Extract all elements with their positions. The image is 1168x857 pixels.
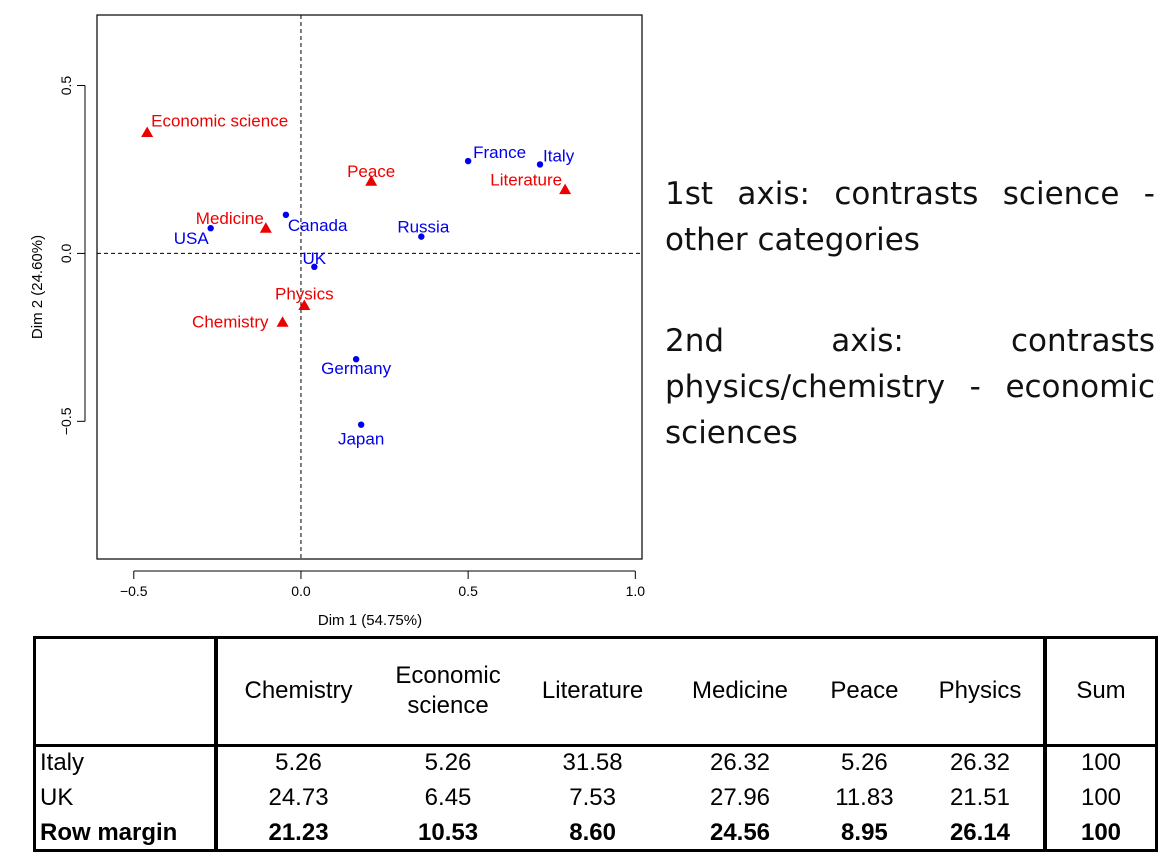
point-japan — [357, 421, 365, 428]
table-row: Italy 5.26 5.26 31.58 26.32 5.26 26.32 1… — [36, 745, 1155, 780]
table-row-margin: Row margin 21.23 10.53 8.60 24.56 8.95 2… — [36, 815, 1155, 850]
table-header-chemistry: Chemistry — [216, 639, 380, 747]
label-literature: Literature — [490, 171, 562, 190]
label-japan: Japan — [338, 430, 384, 449]
point-canada — [282, 211, 290, 219]
row-label: UK — [36, 780, 218, 815]
table-cell: 8.60 — [569, 818, 616, 846]
label-russia: Russia — [397, 218, 450, 237]
ca-biplot: France Italy Canada USA Russia UK Germany Japan… — [29, 14, 646, 629]
table-cell: 8.95 — [841, 818, 888, 846]
point-peace — [365, 175, 378, 186]
x-tick-label: −0.5 — [120, 583, 148, 599]
point-literature — [559, 183, 572, 195]
point-chemistry — [276, 316, 289, 327]
point-italy — [536, 161, 544, 168]
table-corner-cell — [36, 639, 218, 747]
y-axis-label: Dim 2 (24.60%) — [29, 235, 46, 339]
table-cell: 6.45 — [424, 783, 472, 811]
x-axis-label: Dim 1 (54.75%) — [318, 612, 422, 629]
table-sum-cell: 100 — [1043, 815, 1155, 850]
point-medicine — [259, 222, 272, 233]
table-cell: 26.32 — [949, 749, 1010, 777]
point-physics — [298, 299, 311, 310]
table-cell: 11.83 — [835, 783, 894, 811]
point-germany — [352, 355, 360, 363]
label-france: France — [473, 143, 526, 162]
table-header-physics: Physics — [916, 639, 1045, 747]
label-chemistry: Chemistry — [192, 312, 269, 331]
row-profile-table: Chemistry Economic science Literature Me… — [33, 636, 1158, 852]
table-cell: 5.26 — [841, 749, 888, 777]
table-header-medicine: Medicine — [668, 639, 812, 747]
x-tick-label: 0.0 — [291, 583, 311, 599]
axis1-explanation: 1st axis: contrasts science - other cate… — [665, 176, 1155, 258]
label-italy: Italy — [543, 146, 575, 165]
row-label: Italy — [36, 745, 218, 780]
point-france — [464, 157, 472, 165]
table-cell: 5.26 — [424, 749, 472, 777]
point-usa — [207, 225, 214, 232]
table-header-sum: Sum — [1043, 639, 1155, 747]
label-uk: UK — [303, 249, 327, 268]
y-tick-label: 0.5 — [58, 76, 74, 96]
table-cell: 21.23 — [268, 818, 329, 846]
table-cell: 26.32 — [709, 749, 771, 777]
row-label: Row margin — [36, 815, 218, 850]
table-header-row: Chemistry Economic science Literature Me… — [36, 639, 1155, 747]
table-cell: 24.56 — [709, 818, 771, 846]
label-germany: Germany — [321, 359, 391, 378]
label-peace: Peace — [347, 162, 395, 181]
label-usa: USA — [174, 229, 210, 248]
label-physics: Physics — [275, 284, 334, 303]
table-sum-cell: 100 — [1043, 780, 1155, 815]
label-canada: Canada — [288, 216, 348, 235]
table-header-economic-science: Economic science — [379, 639, 518, 747]
point-russia — [418, 233, 425, 240]
table-cell: 24.73 — [268, 783, 329, 811]
plot-frame — [96, 14, 643, 560]
table-cell: 7.53 — [569, 783, 616, 811]
table-sum-cell: 100 — [1043, 745, 1155, 780]
table-cell: 31.58 — [562, 749, 623, 777]
label-economic-science: Economic science — [151, 112, 288, 131]
table-row: UK 24.73 6.45 7.53 27.96 11.83 21.51 100 — [36, 780, 1155, 815]
table-header-literature: Literature — [517, 639, 669, 747]
table-cell: 27.96 — [709, 783, 771, 811]
axis2-explanation: 2nd axis: contrasts physics/chemistry - … — [665, 323, 1155, 451]
point-economic-science — [141, 126, 154, 138]
point-uk — [311, 263, 318, 271]
y-tick-label: −0.5 — [58, 407, 74, 435]
x-tick-label: 0.5 — [458, 583, 478, 599]
table-cell: 5.26 — [275, 749, 322, 777]
table-header-peace: Peace — [811, 639, 917, 747]
reference-lines — [97, 15, 642, 559]
axes: −0.5 0.0 0.5 1.0 −0.5 0.0 0.5 — [58, 14, 646, 599]
table-cell: 10.53 — [418, 818, 479, 846]
y-tick-label: 0.0 — [58, 243, 74, 263]
x-tick-label: 1.0 — [626, 583, 646, 599]
table-cell: 26.14 — [949, 818, 1010, 846]
data-points: France Italy Canada USA Russia UK Germany Japan… — [141, 112, 575, 449]
label-medicine: Medicine — [196, 209, 264, 228]
table-cell: 21.51 — [949, 783, 1010, 811]
